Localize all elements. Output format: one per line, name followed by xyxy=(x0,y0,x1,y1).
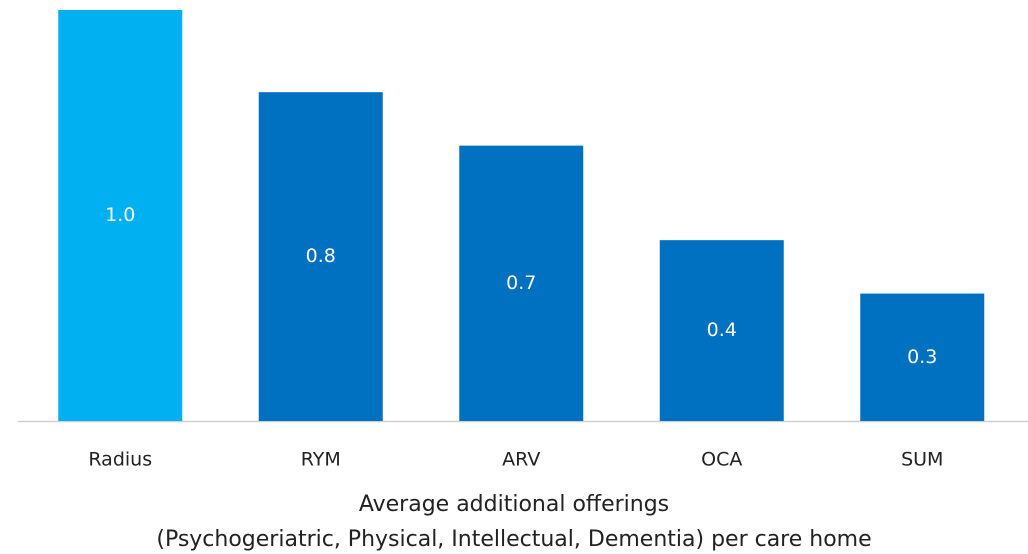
value-label: 0.7 xyxy=(506,272,536,294)
x-tick-label: RYM xyxy=(301,449,341,471)
x-tick-label: SUM xyxy=(901,449,943,471)
value-label: 0.8 xyxy=(306,245,336,267)
x-tick-label: OCA xyxy=(701,449,742,471)
chart-title: (Psychogeriatric, Physical, Intellectual… xyxy=(156,527,871,552)
value-label: 0.3 xyxy=(907,346,937,368)
bar xyxy=(258,92,383,421)
value-label: 1.0 xyxy=(105,204,135,226)
chart-title: Average additional offerings xyxy=(359,492,669,517)
bar xyxy=(659,240,784,421)
bar xyxy=(459,145,584,421)
x-tick-label: Radius xyxy=(88,449,152,471)
x-tick-label: ARV xyxy=(502,449,540,471)
bar xyxy=(860,293,985,421)
bar xyxy=(58,10,183,421)
value-label: 0.4 xyxy=(707,319,737,341)
